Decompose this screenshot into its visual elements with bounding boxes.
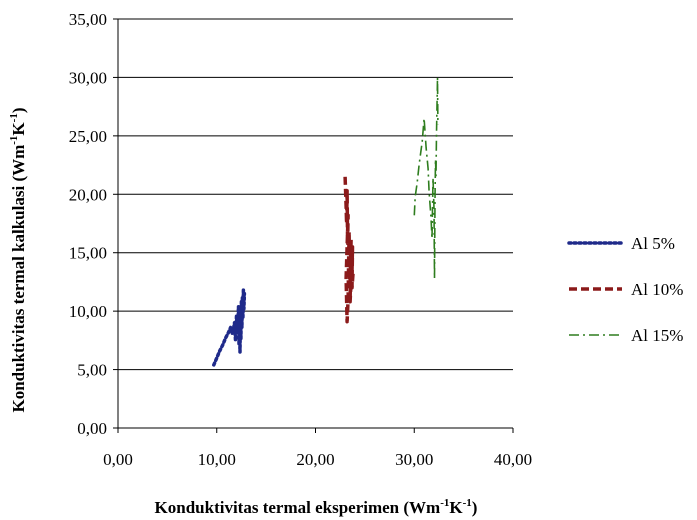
legend: Al 5% Al 10% Al 15% bbox=[567, 234, 683, 345]
y-tick-label: 15,00 bbox=[69, 244, 107, 263]
y-tick-label: 10,00 bbox=[69, 302, 107, 321]
y-tick-labels: 0,00 5,00 10,00 15,00 20,00 25,00 30,00 35,00 bbox=[69, 10, 107, 438]
gridlines bbox=[118, 18, 513, 371]
y-tick-label: 35,00 bbox=[69, 10, 107, 29]
y-tick-label: 25,00 bbox=[69, 127, 107, 146]
plot-series bbox=[212, 76, 439, 367]
axes bbox=[113, 18, 514, 433]
y-axis-title: Konduktivitas termal kalkulasi (Wm-1K-1) bbox=[8, 107, 28, 412]
legend-label: Al 5% bbox=[631, 234, 675, 253]
series-2 bbox=[343, 176, 355, 324]
legend-item: Al 15% bbox=[569, 326, 683, 345]
series-line bbox=[413, 76, 439, 280]
x-tick-label: 40,00 bbox=[494, 450, 532, 469]
legend-item: Al 10% bbox=[569, 280, 683, 299]
y-tick-label: 20,00 bbox=[69, 185, 107, 204]
y-tick-label: 0,00 bbox=[77, 419, 107, 438]
legend-label: Al 10% bbox=[631, 280, 683, 299]
x-tick-label: 20,00 bbox=[296, 450, 334, 469]
series-1 bbox=[212, 288, 247, 367]
y-tick-label: 5,00 bbox=[77, 361, 107, 380]
series-line bbox=[212, 288, 247, 367]
x-axis-title: Konduktivitas termal eksperimen (Wm-1K-1… bbox=[155, 497, 478, 517]
legend-item: Al 5% bbox=[567, 234, 675, 253]
x-tick-label: 30,00 bbox=[395, 450, 433, 469]
x-tick-label: 10,00 bbox=[198, 450, 236, 469]
x-tick-labels: 0,00 10,00 20,00 30,00 40,00 bbox=[103, 450, 532, 469]
legend-label: Al 15% bbox=[631, 326, 683, 345]
series-line bbox=[343, 176, 355, 324]
x-tick-label: 0,00 bbox=[103, 450, 133, 469]
series-3 bbox=[413, 76, 439, 280]
y-tick-label: 30,00 bbox=[69, 68, 107, 87]
